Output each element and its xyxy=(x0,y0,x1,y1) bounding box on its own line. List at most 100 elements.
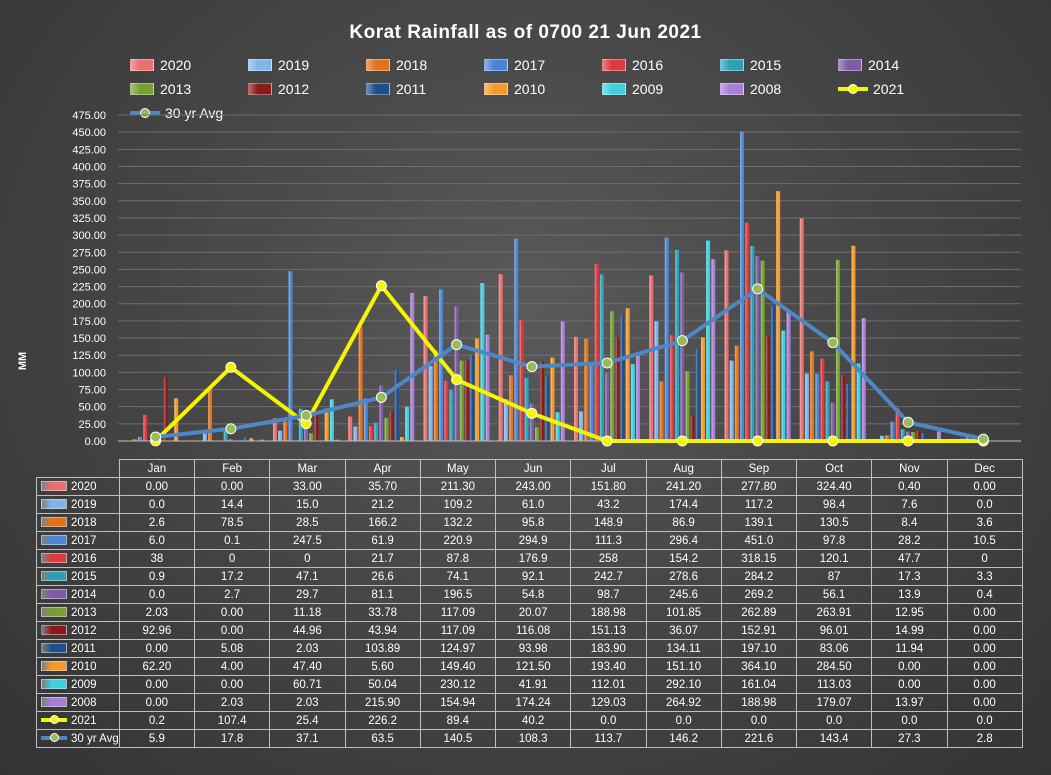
table-cell: 121.50 xyxy=(494,657,572,676)
line-30-yr-Avg xyxy=(155,286,984,442)
bar-2014-Mar xyxy=(304,420,309,441)
bar-highlight xyxy=(937,431,939,441)
bar-2020-Sep xyxy=(724,250,729,441)
table-cell: 0.0 xyxy=(645,711,722,730)
bar-2009-Aug xyxy=(706,240,711,441)
table-row: 2010 62.20 4.00 47.40 5.60 149.40 121.50 193.40… xyxy=(36,657,1023,676)
table-cell: 0.00 xyxy=(193,621,271,640)
table-cell: 13.9 xyxy=(871,585,948,604)
bar-highlight xyxy=(750,245,752,441)
bar-2008-Nov xyxy=(937,431,942,441)
bar-2013-Aug xyxy=(685,371,690,441)
x-tick-label: Jul xyxy=(570,459,647,478)
table-cell: 12.95 xyxy=(871,603,948,622)
bar-2015-Oct xyxy=(825,381,830,441)
table-row-key xyxy=(41,499,67,510)
table-cell: 92.96 xyxy=(118,621,196,640)
bar-2012-Aug xyxy=(690,416,695,441)
bar-highlight xyxy=(594,263,597,441)
table-row-key xyxy=(41,733,67,743)
table-cell: 0.0 xyxy=(871,711,948,730)
bar-highlight xyxy=(208,387,210,441)
bar-highlight xyxy=(729,360,732,441)
bar-highlight xyxy=(249,438,252,441)
table-cell: 245.6 xyxy=(645,585,722,604)
table-row-label: 2009 xyxy=(36,675,120,694)
bar-2012-May xyxy=(464,360,469,441)
legend-swatch xyxy=(130,83,154,95)
table-row-key xyxy=(41,679,67,690)
table-cell: 35.70 xyxy=(344,477,421,496)
legend-item: 2016 xyxy=(602,56,720,74)
table-cell: 0.00 xyxy=(946,477,1023,496)
bar-highlight xyxy=(724,250,727,441)
table-cell: 0.4 xyxy=(946,585,1023,604)
bar-highlight xyxy=(921,432,924,441)
table-cell: 47.40 xyxy=(269,657,346,676)
bar-highlight xyxy=(545,376,547,441)
table-cell: 28.2 xyxy=(871,531,948,550)
legend-item: 2010 xyxy=(484,80,602,98)
table-cell: 0.1 xyxy=(193,531,271,550)
table-cell: 161.04 xyxy=(720,675,798,694)
y-tick-label: 250.00 xyxy=(72,264,106,276)
point-30-yr-Avg-Jul xyxy=(601,357,613,369)
legend-swatch xyxy=(248,83,272,95)
table-cell: 152.91 xyxy=(720,621,798,640)
bar-2015-May xyxy=(449,390,454,441)
bar-2015-Sep xyxy=(750,245,755,441)
bar-highlight xyxy=(519,319,522,441)
table-cell: 0.00 xyxy=(118,675,196,694)
y-tick-label: 425.00 xyxy=(72,144,106,156)
table-cell: 20.07 xyxy=(494,603,572,622)
bar-2008-Sep xyxy=(786,311,791,441)
bar-highlight xyxy=(132,439,135,441)
x-tick-label: Mar xyxy=(269,459,346,478)
legend-item: 2021 xyxy=(838,80,956,98)
table-cell: 60.71 xyxy=(269,675,346,694)
table-cell: 113.7 xyxy=(570,729,647,748)
table-cell: 0.0 xyxy=(795,711,873,730)
table-cell: 258 xyxy=(570,549,647,568)
bar-2019-Oct xyxy=(804,373,809,441)
table-cell: 0.0 xyxy=(118,585,196,604)
table-row-label: 2015 xyxy=(36,567,120,586)
table-row: 2008 0.00 2.03 2.03 215.90 154.94 174.24 129.03… xyxy=(36,693,1023,712)
legend-item: 2020 xyxy=(130,56,248,74)
table-cell: 47.1 xyxy=(269,567,346,586)
table-header-row: Jan Feb Mar Apr May Jun Jul Aug Sep Oct Nov Dec xyxy=(37,459,1023,478)
bar-highlight xyxy=(428,366,431,441)
table-cell: 174.4 xyxy=(645,495,722,514)
legend-swatch xyxy=(130,59,154,71)
table-cell: 269.2 xyxy=(720,585,798,604)
table-cell: 183.90 xyxy=(570,639,647,658)
table-cell: 11.18 xyxy=(269,603,346,622)
bar-highlight xyxy=(610,311,612,441)
table-cell: 5.9 xyxy=(118,729,196,748)
legend-label: 2017 xyxy=(514,57,546,73)
table-cell: 2.6 xyxy=(118,513,196,532)
point-2021-Aug xyxy=(676,435,688,447)
bar-2010-Jun xyxy=(550,357,555,441)
table-cell: 140.5 xyxy=(419,729,497,748)
bar-highlight xyxy=(734,345,737,441)
table-cell: 263.91 xyxy=(795,603,873,622)
point-2021-Apr xyxy=(375,280,387,292)
table-cell: 451.0 xyxy=(720,531,798,550)
bar-2018-Oct xyxy=(810,351,815,441)
bar-highlight xyxy=(259,439,262,441)
y-tick-label: 375.00 xyxy=(72,179,106,191)
point-2021-Oct xyxy=(827,435,839,447)
bar-highlight xyxy=(620,314,623,441)
table-cell: 132.2 xyxy=(419,513,497,532)
bar-highlight xyxy=(885,435,887,441)
x-tick-label: May xyxy=(419,459,497,478)
bar-2008-Oct xyxy=(861,318,866,441)
table-cell: 324.40 xyxy=(795,477,873,496)
y-tick-label: 100.00 xyxy=(72,367,106,379)
bar-2010-Mar xyxy=(324,408,329,441)
x-tick-label: Sep xyxy=(720,459,798,478)
bar-2011-Nov xyxy=(921,432,926,441)
table-cell: 0 xyxy=(946,549,1023,568)
table-cell: 5.08 xyxy=(193,639,271,658)
